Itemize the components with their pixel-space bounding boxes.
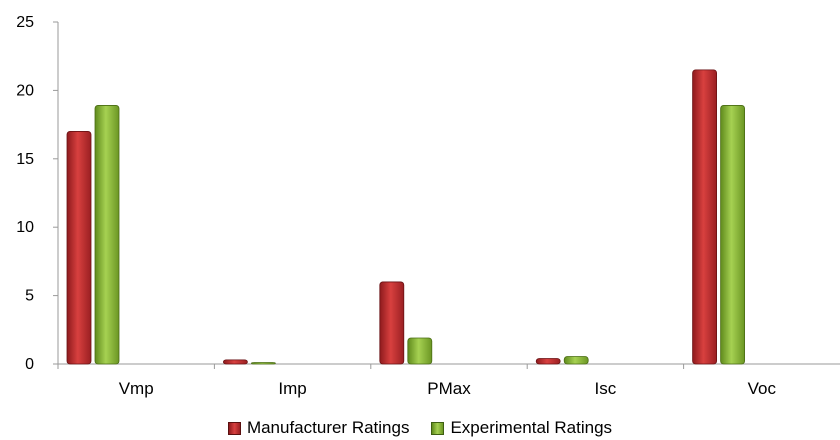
legend-item-manufacturer: Manufacturer Ratings: [227, 418, 410, 438]
chart-bars: [66, 69, 745, 365]
bar-manufacturer-ratings-voc: [692, 69, 717, 365]
chart-labels: 0 5 10 15 20 25 Vmp Imp PMax Isc Voc: [16, 14, 776, 398]
bar-manufacturer-ratings-vmp: [66, 131, 92, 365]
y-tick-label: 20: [16, 82, 34, 99]
x-category-label: Vmp: [119, 379, 154, 398]
bar-experimental-ratings-voc: [720, 105, 745, 365]
bar-experimental-ratings-pmax: [407, 337, 433, 365]
y-tick-label: 10: [16, 219, 34, 236]
x-category-label: Imp: [278, 379, 306, 398]
x-category-label: Isc: [595, 379, 617, 398]
bar-experimental-ratings-vmp: [94, 105, 120, 365]
legend-label-manufacturer: Manufacturer Ratings: [246, 418, 410, 437]
y-tick-label: 15: [16, 151, 34, 168]
bar-manufacturer-ratings-pmax: [379, 281, 405, 365]
x-category-label: PMax: [427, 379, 471, 398]
bar-experimental-ratings-imp: [250, 362, 276, 365]
bar-manufacturer-ratings-isc: [535, 358, 561, 365]
legend-item-experimental: Experimental Ratings: [431, 418, 612, 438]
bar-experimental-ratings-isc: [563, 356, 589, 365]
legend-swatch-manufacturer: [227, 421, 241, 435]
y-tick-label: 25: [16, 14, 34, 31]
x-category-label: Voc: [748, 379, 777, 398]
legend-label-experimental: Experimental Ratings: [450, 418, 613, 437]
chart-legend: Manufacturer Ratings Experimental Rating…: [0, 416, 840, 440]
y-tick-label: 0: [25, 356, 34, 373]
legend-swatch-experimental: [431, 421, 445, 435]
y-tick-label: 5: [25, 288, 34, 305]
bar-manufacturer-ratings-imp: [222, 359, 248, 365]
